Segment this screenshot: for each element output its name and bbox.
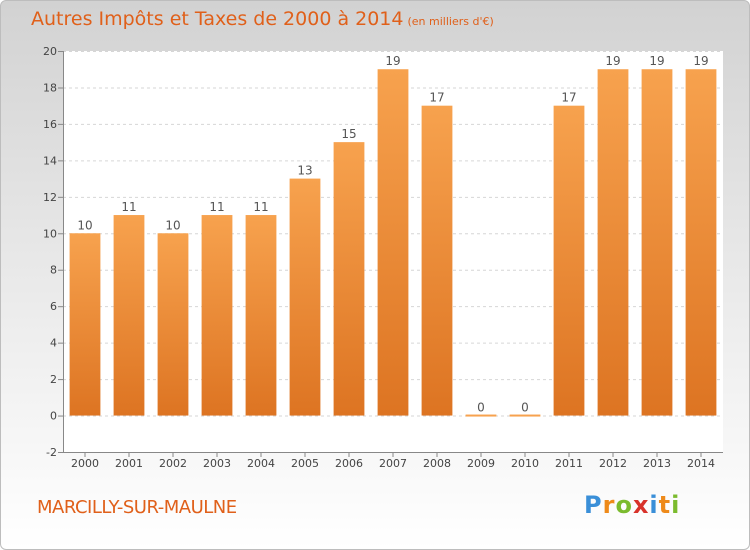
- value-label: 17: [429, 91, 444, 105]
- value-label: 15: [341, 127, 356, 141]
- y-tick-label: 12: [43, 191, 57, 204]
- value-label: 19: [649, 54, 664, 68]
- bar-2000: [69, 233, 101, 416]
- chart-subtitle: (en milliers d'€): [407, 15, 494, 28]
- value-label: 19: [385, 54, 400, 68]
- y-tick-label: 18: [43, 81, 57, 94]
- value-label: 10: [77, 218, 92, 232]
- x-tick-label: 2007: [379, 457, 407, 470]
- y-tick-label: 14: [43, 154, 57, 167]
- bar-2003: [201, 215, 233, 416]
- bar-2005: [289, 178, 321, 416]
- value-label: 19: [605, 54, 620, 68]
- x-tick-label: 2013: [643, 457, 671, 470]
- x-tick-label: 2014: [687, 457, 715, 470]
- value-label: 11: [121, 200, 136, 214]
- logo-letter: o: [615, 491, 633, 519]
- logo-letter: t: [658, 491, 672, 519]
- x-tick-label: 2009: [467, 457, 495, 470]
- x-tick-label: 2001: [115, 457, 143, 470]
- y-tick-label: 2: [50, 373, 57, 386]
- commune-name: MARCILLY-SUR-MAULNE: [37, 497, 237, 518]
- value-label: 0: [521, 401, 529, 415]
- bar-2008: [421, 105, 453, 416]
- bar-2002: [157, 233, 189, 416]
- chart-title-text: Autres Impôts et Taxes de 2000 à 2014: [31, 8, 404, 30]
- x-tick-label: 2011: [555, 457, 583, 470]
- y-tick-label: 10: [43, 227, 57, 240]
- y-tick-label: 6: [50, 300, 57, 313]
- x-tick-label: 2000: [71, 457, 99, 470]
- logo-letter: r: [602, 491, 616, 519]
- x-tick-label: 2008: [423, 457, 451, 470]
- value-label: 17: [561, 91, 576, 105]
- chart-title: Autres Impôts et Taxes de 2000 à 2014 (en…: [31, 8, 494, 30]
- value-label: 19: [693, 54, 708, 68]
- y-tick-label: 0: [50, 410, 57, 423]
- value-label: 13: [297, 164, 312, 178]
- x-tick-label: 2006: [335, 457, 363, 470]
- logo-letter: i: [671, 491, 681, 519]
- y-tick-label: -2: [46, 446, 57, 459]
- bar-2011: [553, 105, 585, 416]
- bar-2012: [597, 69, 629, 416]
- y-tick-label: 20: [43, 45, 57, 58]
- y-tick-label: 4: [50, 337, 57, 350]
- bar-2006: [333, 142, 365, 416]
- bar-2009: [465, 414, 497, 417]
- value-label: 11: [253, 200, 268, 214]
- logo-letter: x: [632, 491, 650, 519]
- x-tick-label: 2012: [599, 457, 627, 470]
- y-tick-label: 16: [43, 118, 57, 131]
- value-label: 10: [165, 218, 180, 232]
- bar-2004: [245, 215, 277, 416]
- value-label: 0: [477, 401, 485, 415]
- y-tick-label: 8: [50, 264, 57, 277]
- bar-2007: [377, 69, 409, 416]
- x-tick-label: 2010: [511, 457, 539, 470]
- x-tick-label: 2005: [291, 457, 319, 470]
- bar-2010: [509, 414, 541, 417]
- x-tick-label: 2002: [159, 457, 187, 470]
- bar-2014: [685, 69, 717, 416]
- x-tick-label: 2004: [247, 457, 275, 470]
- logo-letter: i: [649, 491, 659, 519]
- x-tick-label: 2003: [203, 457, 231, 470]
- bar-2013: [641, 69, 673, 416]
- logo-letter: P: [584, 491, 603, 519]
- bar-2001: [113, 215, 145, 416]
- value-label: 11: [209, 200, 224, 214]
- proxiti-logo: Proxiti: [584, 491, 680, 519]
